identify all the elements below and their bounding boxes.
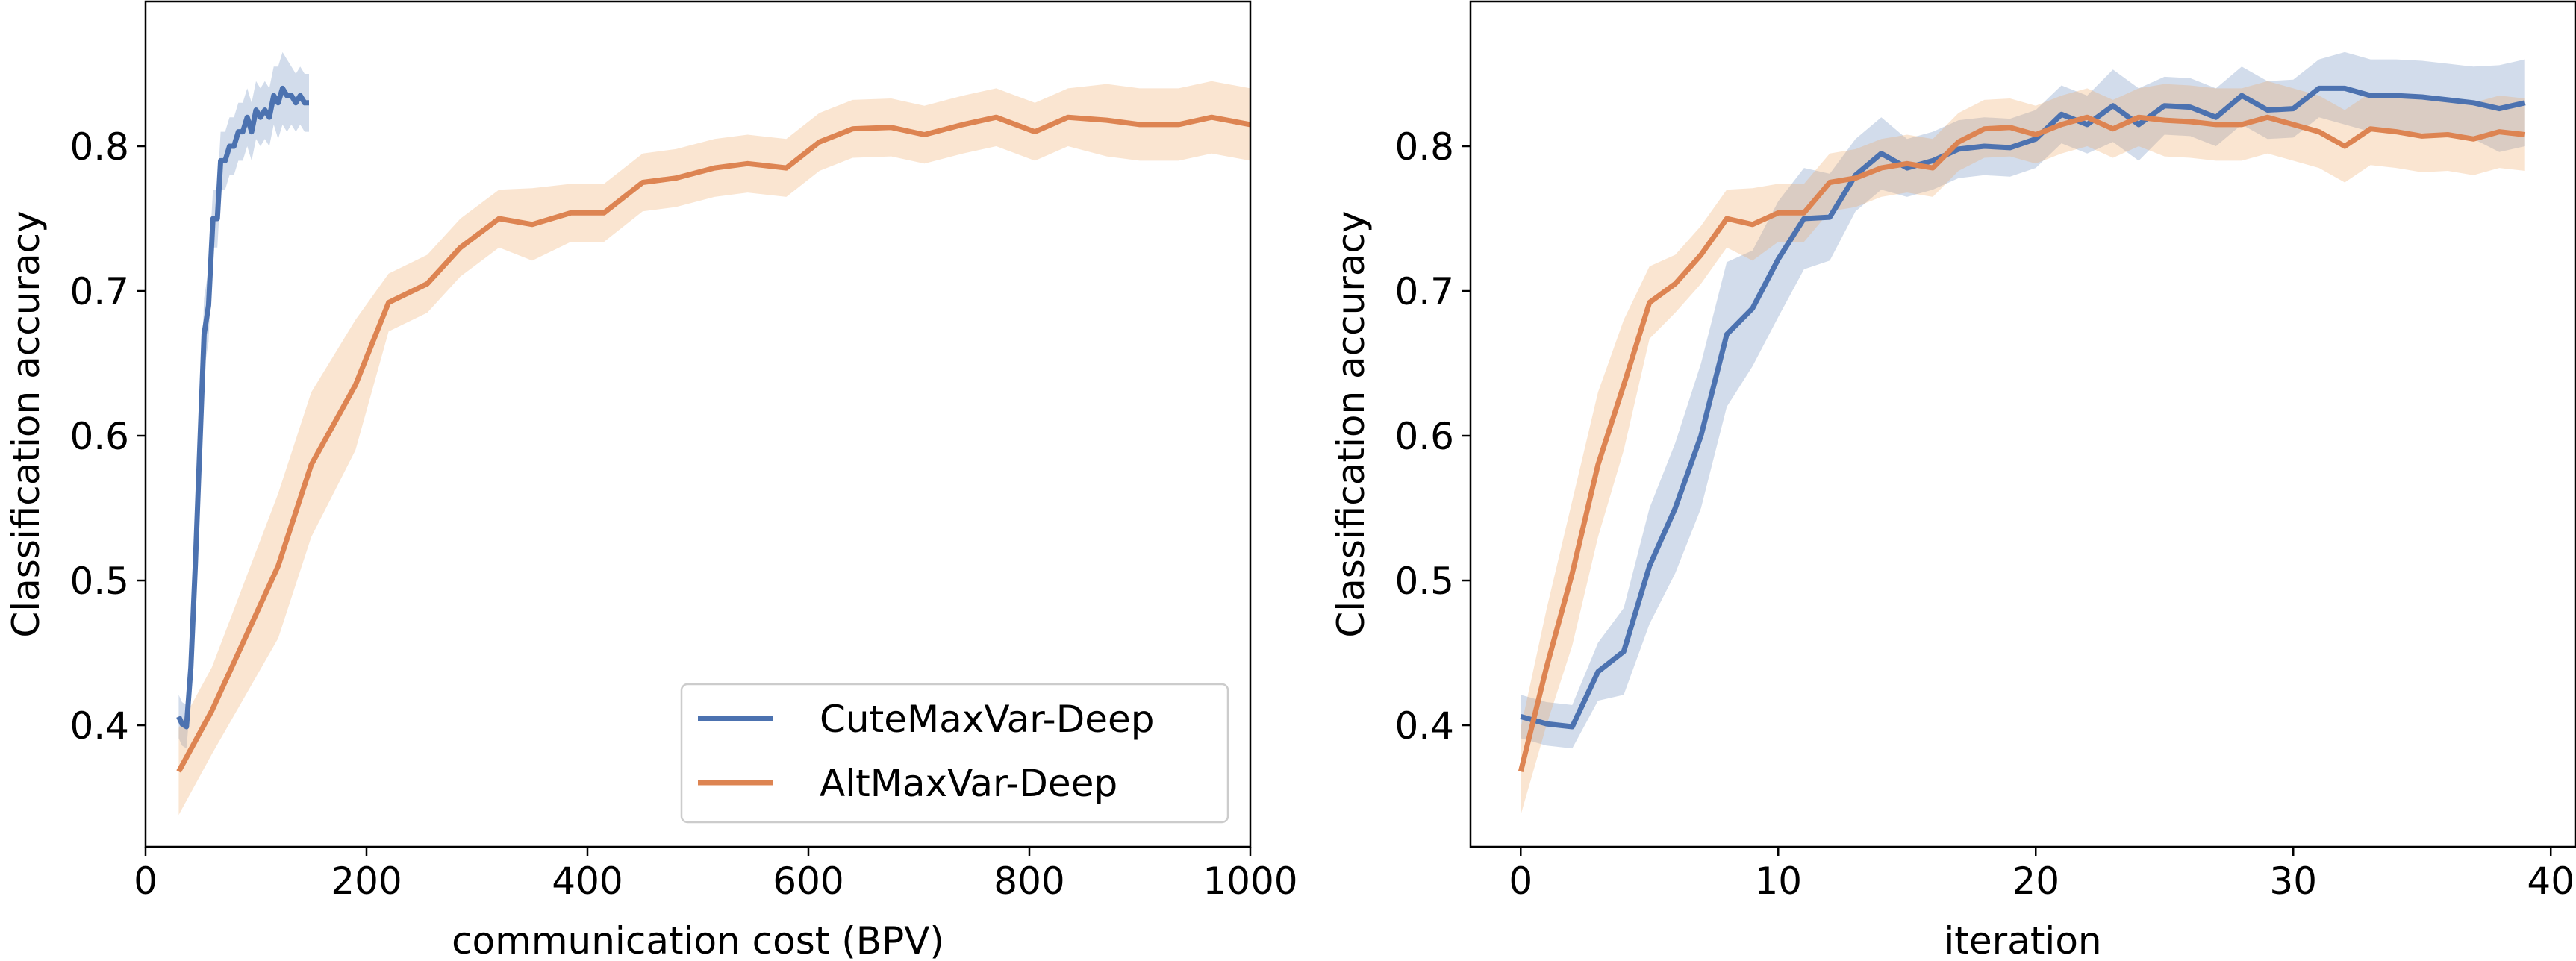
y-tick-label: 0.7 <box>1394 270 1454 313</box>
y-tick-label: 0.4 <box>69 704 129 748</box>
legend-label-cutemaxvar-deep: CuteMaxVar-Deep <box>820 698 1154 741</box>
legend-label-altmaxvar-deep: AltMaxVar-Deep <box>820 762 1117 805</box>
x-tick-label: 1000 <box>1203 860 1297 903</box>
x-tick-label: 30 <box>2269 860 2317 903</box>
legend: CuteMaxVar-Deep AltMaxVar-Deep <box>680 683 1229 824</box>
x-axis-label: iteration <box>1944 919 2101 961</box>
x-tick-label: 800 <box>994 860 1064 903</box>
x-tick-label: 0 <box>134 860 158 903</box>
left-chart-panel: 0 200 400 600 800 1000 0.4 0.5 0.6 0.7 0.8 communic… <box>4 0 1298 961</box>
y-tick-label: 0.6 <box>1394 415 1454 458</box>
series-line-cutemaxvar-deep <box>1520 85 2526 730</box>
series-line-altmaxvar-deep <box>1518 114 2526 772</box>
y-tick-label: 0.4 <box>1394 704 1454 748</box>
x-tick-label: 600 <box>773 860 843 903</box>
x-tick-label: 40 <box>2527 860 2575 903</box>
series-line-altmaxvar-deep <box>176 114 1251 773</box>
series-line-cutemaxvar-deep <box>176 85 309 730</box>
y-tick-label: 0.8 <box>1394 125 1454 169</box>
x-axis-label: communication cost (BPV) <box>452 919 944 961</box>
x-tick-label: 200 <box>331 860 402 903</box>
y-axis-label: Classification accuracy <box>4 210 48 637</box>
x-tick-label: 10 <box>1754 860 1802 903</box>
y-tick-label: 0.5 <box>1394 560 1454 603</box>
y-axis-label: Classification accuracy <box>1329 210 1373 637</box>
right-chart-panel: 0 10 20 30 40 0.4 0.5 0.6 0.7 0.8 iteration Classif… <box>1329 0 2576 961</box>
confidence-band-cutemaxvar-deep <box>1521 51 2525 749</box>
confidence-band-altmaxvar-deep <box>1521 81 2525 816</box>
x-tick-label: 20 <box>2012 860 2059 903</box>
y-tick-label: 0.5 <box>69 560 129 603</box>
plot-frame <box>144 0 1252 848</box>
legend-box <box>680 683 1229 824</box>
x-tick-label: 0 <box>1509 860 1532 903</box>
y-tick-label: 0.8 <box>69 125 129 169</box>
y-tick-label: 0.6 <box>69 415 129 458</box>
x-tick-label: 400 <box>552 860 623 903</box>
plot-frame <box>1469 0 2576 848</box>
y-tick-label: 0.7 <box>69 270 129 313</box>
